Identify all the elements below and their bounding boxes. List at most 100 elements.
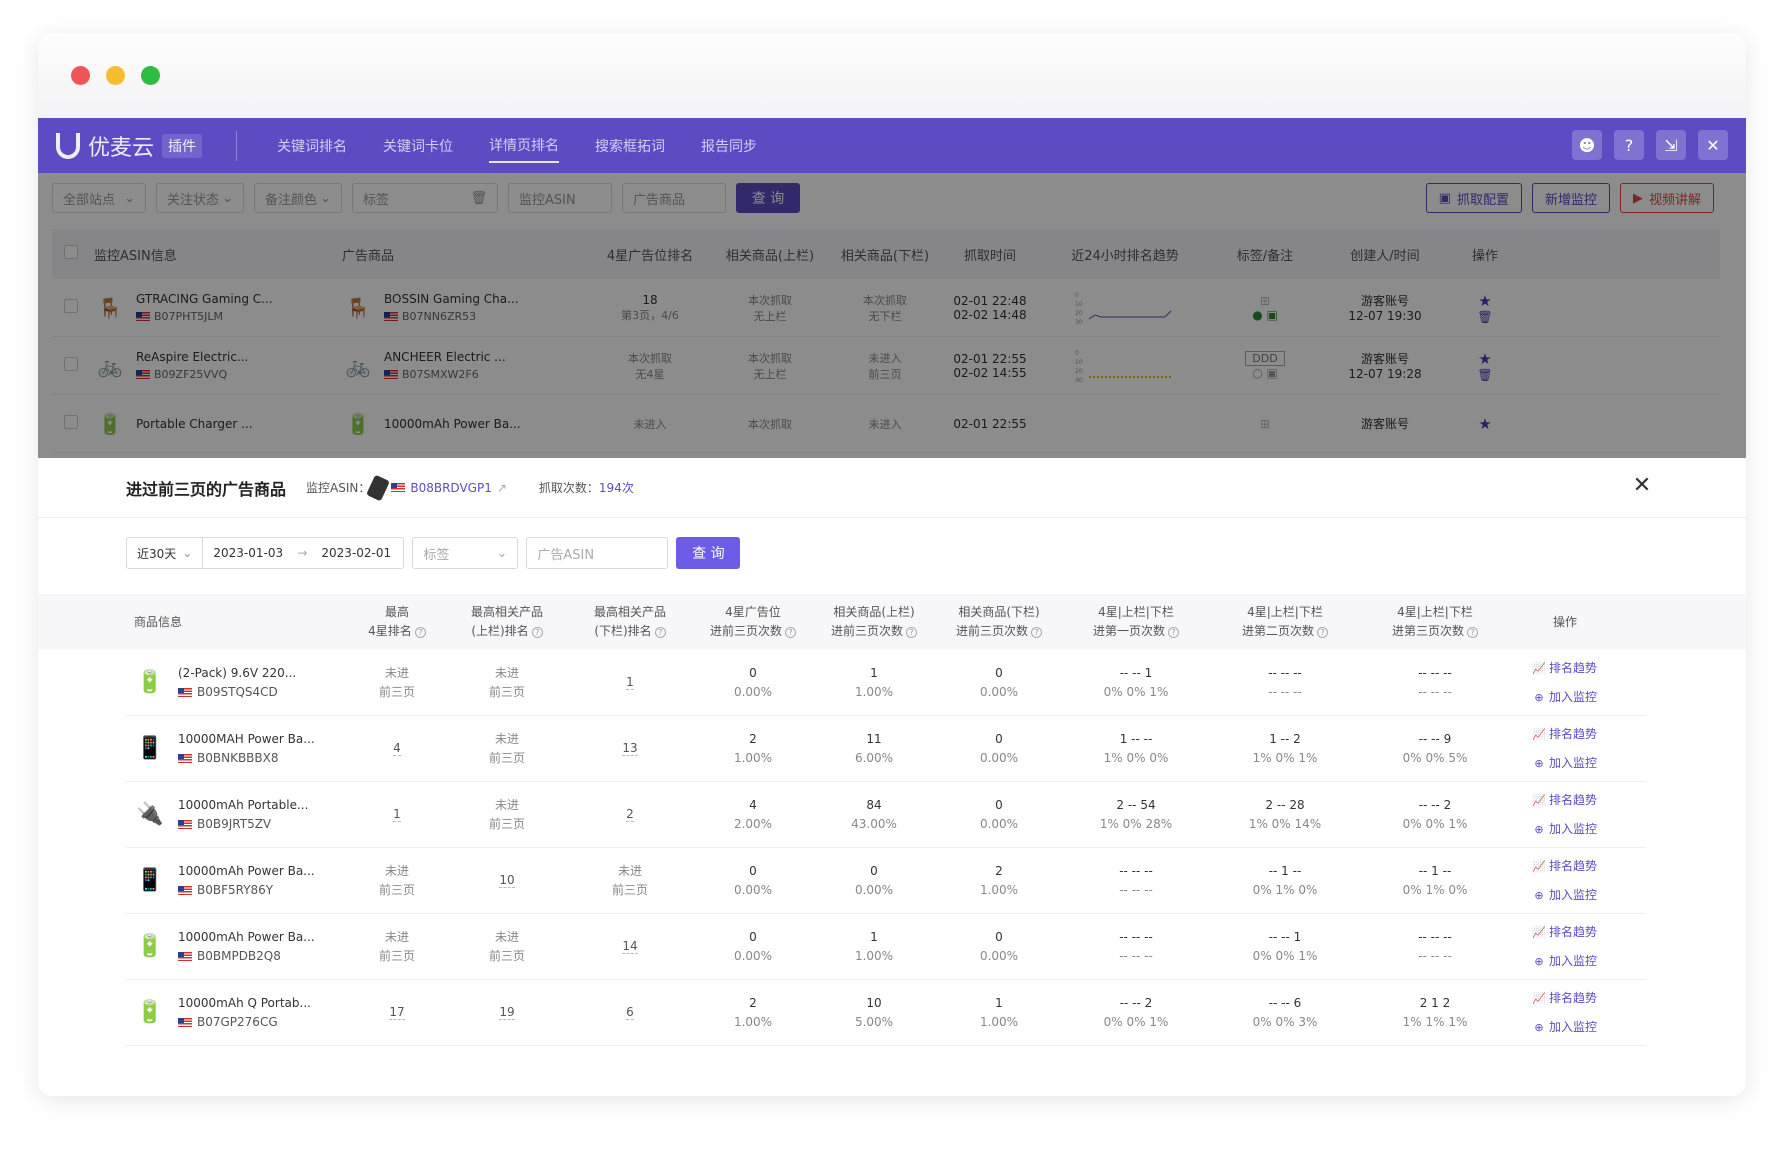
th-page2: 4星|上栏|下栏 进第二页次数? — [1210, 603, 1360, 641]
help-icon[interactable]: ? — [785, 627, 796, 638]
monitor-asin-input[interactable]: 监控ASIN — [508, 183, 612, 213]
modal-close-icon[interactable]: ✕ — [1632, 473, 1652, 498]
add-tag-icon[interactable]: ⊞ — [1259, 293, 1271, 308]
nav-search-expand[interactable]: 搜索框拓词 — [595, 138, 666, 155]
modal-query-button[interactable]: 查 询 — [676, 537, 741, 569]
product-info[interactable]: 📱 10000MAH Power Ba... B0BNKBBBX8 — [126, 730, 346, 768]
nav-keyword-slot[interactable]: 关键词卡位 — [383, 138, 454, 155]
help-icon[interactable]: ? — [654, 627, 666, 638]
th-monitor-asin[interactable]: 监控ASIN信息 — [94, 248, 177, 264]
cell-value[interactable]: 14 — [622, 939, 638, 954]
th-ad-product[interactable]: 广告商品 — [342, 248, 395, 264]
monitor-product[interactable]: 🔋 Portable Charger ... — [94, 408, 342, 440]
external-link-icon[interactable]: ↗ — [496, 480, 507, 495]
monitor-product[interactable]: 🚲 ReAspire Electric... B09ZF25VVQ — [94, 350, 342, 382]
help-icon[interactable]: ? — [1467, 627, 1478, 638]
close-icon[interactable]: ✕ — [1698, 130, 1728, 160]
date-range-picker[interactable]: 近30天 ⌄ 2023-01-03 → 2023-02-01 — [126, 537, 405, 569]
row-checkbox[interactable] — [64, 357, 78, 371]
add-monitor-link[interactable]: ⊕ 加入监控 — [1533, 886, 1597, 905]
star-icon[interactable]: ★ — [1478, 414, 1492, 433]
product-info[interactable]: 🔋 10000mAh Q Portab... B07GP276CG — [126, 994, 346, 1032]
collapse-icon[interactable]: ⇲ — [1656, 130, 1686, 160]
help-icon[interactable]: ? — [1317, 627, 1328, 638]
th-creator[interactable]: 创建人/时间 — [1350, 248, 1420, 264]
product-info[interactable]: 🔋 (2-Pack) 9.6V 220... B09STQS4CD — [126, 664, 346, 702]
cell-value[interactable]: 6 — [626, 1005, 634, 1020]
product-info[interactable]: 📱 10000mAh Power Ba... B0BF5RY86Y — [126, 862, 346, 900]
ad-product-input[interactable]: 广告商品 — [622, 183, 726, 213]
help-icon[interactable]: ? — [531, 627, 543, 638]
rank-trend-link[interactable]: 📈 排名趋势 — [1532, 923, 1597, 942]
tag-select[interactable]: 标签 🗑 — [352, 183, 498, 213]
product-info[interactable]: 🔋 10000mAh Power Ba... B0BMPDB2Q8 — [126, 928, 346, 966]
note-icon[interactable]: ○ ▣ — [1252, 366, 1278, 380]
cell-sub: 前三页 — [611, 882, 648, 897]
help-icon[interactable]: ? — [1168, 627, 1179, 638]
help-icon[interactable]: ? — [1614, 130, 1644, 160]
trash-icon[interactable]: 🗑 — [1477, 309, 1493, 324]
cell-value[interactable]: 17 — [389, 1005, 405, 1020]
cell-value[interactable]: 13 — [622, 741, 638, 756]
star-icon[interactable]: ★ — [1478, 291, 1492, 310]
user-icon[interactable]: ☻ — [1572, 130, 1602, 160]
close-window-dot[interactable] — [71, 66, 90, 85]
follow-status-select[interactable]: 关注状态 ⌄ — [156, 183, 244, 213]
date-to[interactable]: 2023-02-01 — [321, 546, 392, 560]
crawl-config-button[interactable]: ▣ 抓取配置 — [1425, 183, 1522, 213]
row-checkbox[interactable] — [64, 299, 78, 313]
cell-value[interactable]: 19 — [499, 1005, 515, 1020]
help-icon[interactable]: ? — [906, 627, 917, 638]
monitor-product[interactable]: 🪑 GTRACING Gaming C... B07PHT5JLM — [94, 292, 342, 324]
star-icon[interactable]: ★ — [1478, 349, 1492, 368]
row-actions: 📈 排名趋势 ⊕ 加入监控 — [1510, 989, 1620, 1037]
ad-product[interactable]: 🪑 BOSSIN Gaming Cha... B07NN6ZR53 — [342, 292, 590, 324]
date-from[interactable]: 2023-01-03 — [213, 546, 284, 560]
add-monitor-link[interactable]: ⊕ 加入监控 — [1533, 820, 1597, 839]
cell-value[interactable]: 1 — [626, 675, 634, 690]
rank-trend-link[interactable]: 📈 排名趋势 — [1532, 857, 1597, 876]
cell-value[interactable]: 4 — [393, 741, 401, 756]
product-info[interactable]: 🔌 10000mAh Portable... B0B9JRT5ZV — [126, 796, 346, 834]
add-monitor-link[interactable]: ⊕ 加入监控 — [1533, 688, 1597, 707]
row-checkbox[interactable] — [64, 415, 78, 429]
rank-trend-link[interactable]: 📈 排名趋势 — [1532, 791, 1597, 810]
crawl-time-1: 02-01 22:55 — [953, 416, 1027, 431]
tag-badge[interactable]: DDD — [1245, 351, 1285, 366]
add-monitor-link[interactable]: ⊕ 加入监控 — [1533, 1018, 1597, 1037]
query-button[interactable]: 查 询 — [736, 183, 800, 213]
ad-asin-input[interactable]: 广告ASIN — [526, 537, 669, 569]
ad-product[interactable]: 🔋 10000mAh Power Ba... — [342, 408, 590, 440]
trash-icon[interactable]: 🗑 — [1477, 367, 1493, 382]
site-select[interactable]: 全部站点 ⌄ — [52, 183, 146, 213]
add-tag-icon[interactable]: ⊞ — [1259, 416, 1271, 431]
trend-sparkline[interactable]: 0 10 20 30 — [1075, 291, 1175, 325]
cell-value[interactable]: 1 — [393, 807, 401, 822]
help-icon[interactable]: ? — [414, 627, 426, 638]
monitor-asin-link[interactable]: B08BRDVGP1 ↗ — [366, 474, 507, 501]
video-button[interactable]: ▶ 视频讲解 — [1619, 183, 1714, 213]
rank-trend-link[interactable]: 📈 排名趋势 — [1532, 659, 1597, 678]
add-monitor-link[interactable]: ⊕ 加入监控 — [1533, 952, 1597, 971]
trash-icon[interactable]: 🗑 — [470, 190, 487, 206]
ad-product[interactable]: 🚲 ANCHEER Electric ... B07SMXW2F6 — [342, 350, 590, 382]
add-monitor-link[interactable]: ⊕ 加入监控 — [1533, 754, 1597, 773]
maximize-window-dot[interactable] — [141, 66, 160, 85]
minimize-window-dot[interactable] — [106, 66, 125, 85]
rank-trend-link[interactable]: 📈 排名趋势 — [1532, 989, 1597, 1008]
help-icon[interactable]: ? — [1031, 627, 1042, 638]
nav-report-sync[interactable]: 报告同步 — [701, 138, 758, 155]
note-icon[interactable]: ● ▣ — [1252, 307, 1278, 322]
modal-backdrop[interactable] — [38, 173, 1746, 458]
add-monitor-button[interactable]: 新增监控 — [1531, 183, 1610, 213]
note-color-select[interactable]: 备注颜色 ⌄ — [254, 183, 342, 213]
cell-value[interactable]: 2 — [626, 807, 634, 822]
select-all-checkbox[interactable] — [64, 245, 78, 259]
modal-tag-select[interactable]: 标签 ⌄ — [412, 537, 519, 569]
rank-trend-link[interactable]: 📈 排名趋势 — [1532, 725, 1597, 744]
nav-detail-rank[interactable]: 详情页排名 — [489, 129, 560, 163]
cell-value[interactable]: 10 — [499, 873, 515, 888]
range-preset-select[interactable]: 近30天 ⌄ — [127, 538, 204, 568]
nav-keyword-rank[interactable]: 关键词排名 — [277, 138, 348, 155]
trend-sparkline[interactable]: 0 10 20 30 — [1075, 349, 1175, 383]
